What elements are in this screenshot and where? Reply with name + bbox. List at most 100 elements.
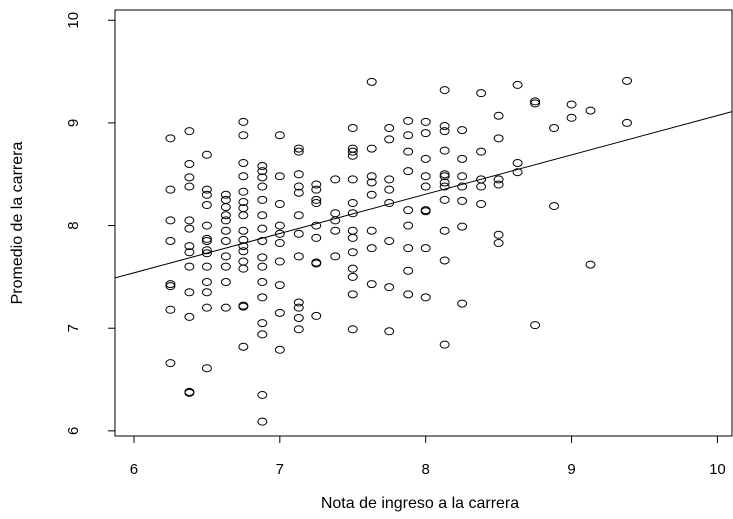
data-point — [420, 293, 431, 302]
data-point — [201, 201, 212, 210]
data-point — [293, 313, 304, 322]
data-point — [311, 233, 322, 242]
y-tick-label: 9 — [65, 119, 82, 127]
data-point — [274, 281, 285, 290]
data-point — [384, 135, 395, 144]
data-point — [238, 158, 249, 167]
data-point — [403, 116, 414, 125]
data-point — [220, 195, 231, 204]
data-point — [330, 252, 341, 261]
data-point — [457, 182, 468, 191]
data-point — [439, 182, 450, 191]
y-tick-label: 6 — [65, 427, 82, 435]
data-point — [257, 167, 268, 176]
y-axis: 6 7 8 9 10 — [65, 12, 115, 435]
data-point — [476, 89, 487, 98]
data-point — [257, 330, 268, 339]
data-point — [512, 80, 523, 89]
data-point — [347, 290, 358, 299]
data-point — [238, 264, 249, 273]
data-point — [420, 172, 431, 181]
data-point — [201, 262, 212, 271]
data-point — [274, 239, 285, 248]
data-point — [311, 311, 322, 320]
data-point — [403, 266, 414, 275]
data-point — [165, 185, 176, 194]
data-point — [347, 209, 358, 218]
data-point — [274, 345, 285, 354]
data-point — [493, 111, 504, 120]
data-point — [257, 236, 268, 245]
data-point — [184, 182, 195, 191]
data-point — [439, 146, 450, 155]
data-point — [439, 226, 450, 235]
data-point — [330, 216, 341, 225]
data-point — [439, 178, 450, 187]
data-point — [220, 203, 231, 212]
data-point — [549, 124, 560, 133]
data-point — [311, 198, 322, 207]
data-point — [274, 229, 285, 238]
data-point — [220, 226, 231, 235]
data-point — [238, 257, 249, 266]
data-point — [493, 180, 504, 189]
y-axis-title: Promedio de la carrera — [9, 142, 26, 305]
data-point — [330, 209, 341, 218]
data-point — [293, 229, 304, 238]
data-point — [403, 290, 414, 299]
data-point — [457, 172, 468, 181]
data-point — [201, 303, 212, 312]
data-point — [257, 253, 268, 262]
data-point — [403, 206, 414, 215]
data-point — [311, 185, 322, 194]
data-point — [420, 154, 431, 163]
data-point — [403, 167, 414, 176]
data-point — [420, 244, 431, 253]
data-point — [274, 257, 285, 266]
data-point — [293, 188, 304, 197]
data-point — [293, 144, 304, 153]
x-tick-label: 9 — [567, 461, 575, 478]
data-point — [330, 175, 341, 184]
data-point — [420, 207, 431, 216]
data-point — [476, 200, 487, 209]
data-point — [201, 278, 212, 287]
data-point — [165, 216, 176, 225]
data-point — [366, 226, 377, 235]
data-point — [347, 198, 358, 207]
data-point — [238, 211, 249, 220]
data-point — [366, 280, 377, 289]
data-point — [165, 305, 176, 314]
data-point — [220, 211, 231, 220]
data-point — [220, 216, 231, 225]
data-point — [201, 185, 212, 194]
data-point — [621, 118, 632, 127]
data-point — [257, 262, 268, 271]
data-point — [293, 298, 304, 307]
data-point — [238, 117, 249, 126]
data-point — [238, 242, 249, 251]
data-point — [201, 150, 212, 159]
data-point — [366, 144, 377, 153]
data-point — [201, 221, 212, 230]
data-point — [184, 127, 195, 136]
data-points — [165, 76, 632, 426]
data-point — [420, 129, 431, 138]
data-point — [566, 113, 577, 122]
y-tick-label: 10 — [65, 12, 82, 29]
data-point — [366, 244, 377, 253]
data-point — [238, 226, 249, 235]
data-point — [493, 134, 504, 143]
data-point — [257, 390, 268, 399]
data-point — [293, 147, 304, 156]
data-point — [493, 239, 504, 248]
data-point — [201, 288, 212, 297]
data-point — [165, 359, 176, 368]
data-point — [512, 168, 523, 177]
data-point — [274, 308, 285, 317]
data-point — [439, 340, 450, 349]
data-point — [257, 224, 268, 233]
data-point — [366, 178, 377, 187]
data-point — [493, 175, 504, 184]
data-point — [384, 236, 395, 245]
